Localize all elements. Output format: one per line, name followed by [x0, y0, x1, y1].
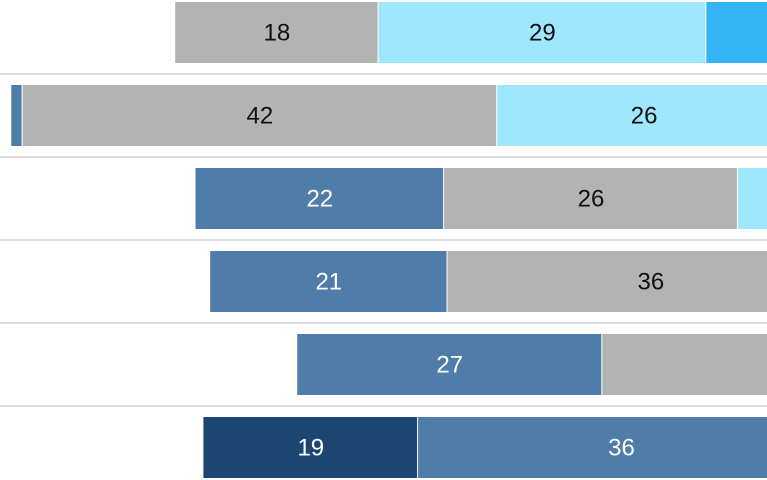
segment-value-label: 18	[264, 20, 291, 47]
segment-value-label: 42	[247, 103, 274, 130]
bar-segment	[203, 417, 418, 478]
bar-segment	[497, 85, 767, 146]
bar-row: 182930	[175, 2, 767, 63]
segment-value-label: 29	[529, 20, 556, 47]
bar-segment	[447, 251, 767, 312]
segment-value-label: 22	[306, 186, 333, 213]
bar-row: 193630	[203, 417, 767, 478]
bar-segment	[444, 168, 737, 229]
segment-value-label: 36	[638, 269, 665, 296]
bar-segment	[22, 85, 497, 146]
bar-row: 222620	[195, 168, 767, 229]
bar-segment	[737, 168, 767, 229]
segment-value-label: 19	[297, 435, 324, 462]
segment-value-label: 26	[578, 186, 605, 213]
bar-segment	[378, 2, 706, 63]
bar-row: 42 26	[11, 85, 767, 146]
bar-segment	[195, 168, 444, 229]
bar-segment	[175, 2, 378, 63]
bar-segment	[602, 334, 767, 395]
bar-row: 213617	[210, 251, 767, 312]
segment-value-label: 36	[608, 435, 635, 462]
bar-segment	[297, 334, 602, 395]
bar-segment	[418, 417, 767, 478]
segment-value-label: 21	[315, 269, 342, 296]
bar-segment	[210, 251, 447, 312]
segment-value-label: 26	[631, 103, 658, 130]
segment-value-label: 27	[436, 352, 463, 379]
bar-row: 2740	[297, 334, 767, 395]
bar-segment	[706, 2, 767, 63]
bar-segment	[11, 85, 22, 146]
